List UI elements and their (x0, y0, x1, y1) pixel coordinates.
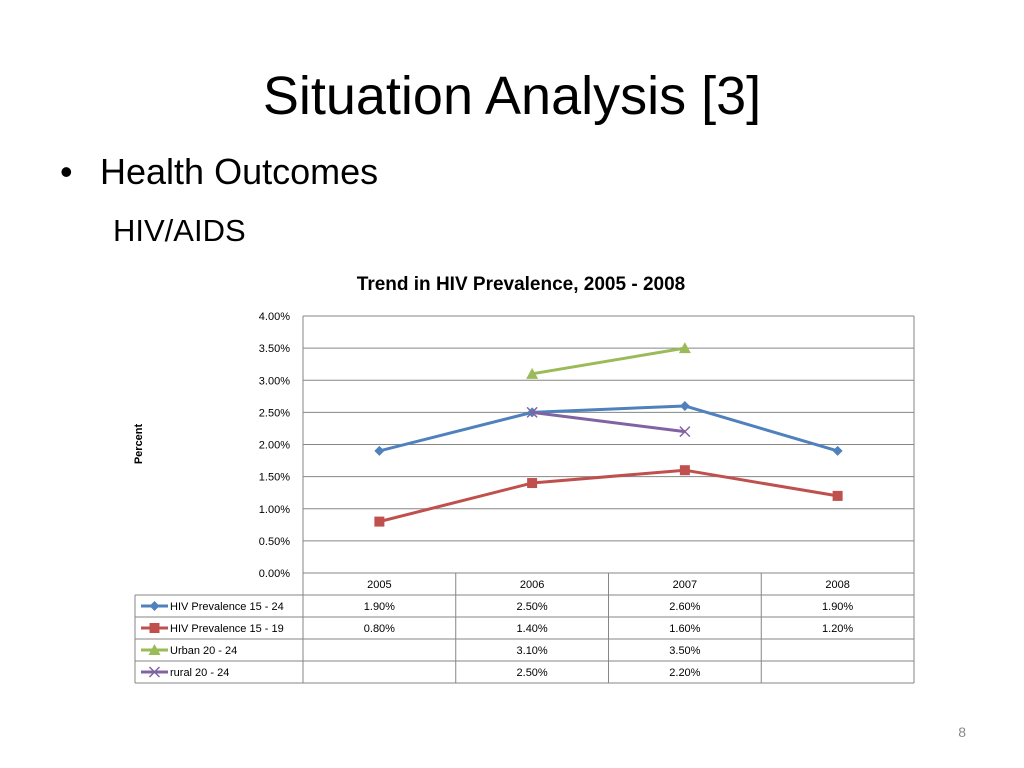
legend-label: HIV Prevalence 15 - 19 (170, 623, 284, 635)
data-point (374, 445, 385, 456)
data-label: 2.50% (517, 667, 548, 679)
data-point (527, 478, 538, 489)
series-line (379, 404, 839, 453)
data-label: 0.80% (364, 623, 395, 635)
data-point (832, 445, 843, 456)
data-label: 1.20% (822, 623, 853, 635)
x-tick-label: 2007 (673, 579, 697, 591)
data-point (679, 426, 691, 438)
y-tick-label: 4.00% (259, 311, 290, 323)
legend-label: rural 20 - 24 (170, 667, 229, 679)
data-label: 3.10% (517, 645, 548, 657)
y-tick-label: 3.50% (259, 343, 290, 355)
data-label: 1.90% (364, 601, 395, 613)
x-tick-label: 2008 (825, 579, 849, 591)
bullet-text: Health Outcomes (100, 151, 379, 192)
y-tick-label: 2.50% (259, 407, 290, 419)
data-label: 1.40% (517, 623, 548, 635)
data-point (526, 367, 539, 379)
series-line (379, 468, 838, 524)
data-label: 2.60% (669, 601, 700, 613)
data-label: 2.50% (517, 601, 548, 613)
legend-label: HIV Prevalence 15 - 24 (170, 601, 284, 613)
y-tick-label: 3.00% (259, 375, 290, 387)
data-label: 2.20% (669, 667, 700, 679)
data-point (148, 644, 161, 655)
data-point (148, 666, 161, 678)
series-line (531, 346, 686, 376)
bullet-dot-icon: • (60, 151, 73, 192)
data-point (374, 516, 385, 527)
data-point (149, 601, 160, 611)
y-tick-label: 0.50% (259, 536, 290, 548)
data-point (678, 342, 691, 354)
data-point (149, 623, 160, 633)
page-number: 8 (958, 724, 966, 740)
legend-label: Urban 20 - 24 (170, 645, 237, 657)
data-point (832, 490, 843, 501)
data-point (679, 400, 690, 411)
y-axis-label: Percent (133, 423, 145, 464)
y-tick-label: 0.00% (259, 568, 290, 580)
chart-title: Trend in HIV Prevalence, 2005 - 2008 (357, 274, 685, 295)
x-tick-label: 2005 (367, 579, 391, 591)
y-tick-label: 2.00% (259, 440, 290, 452)
y-tick-label: 1.50% (259, 472, 290, 484)
data-label: 3.50% (669, 645, 700, 657)
subheading: HIV/AIDS (113, 213, 246, 248)
slide-title: Situation Analysis [3] (262, 66, 762, 126)
data-label: 1.90% (822, 601, 853, 613)
data-point (679, 465, 690, 476)
data-label: 1.60% (669, 623, 700, 635)
bullet-item: • Health Outcomes (60, 148, 378, 196)
data-point (526, 406, 538, 418)
series-line (531, 410, 686, 434)
x-tick-label: 2006 (520, 579, 544, 591)
y-tick-label: 1.00% (259, 504, 290, 516)
